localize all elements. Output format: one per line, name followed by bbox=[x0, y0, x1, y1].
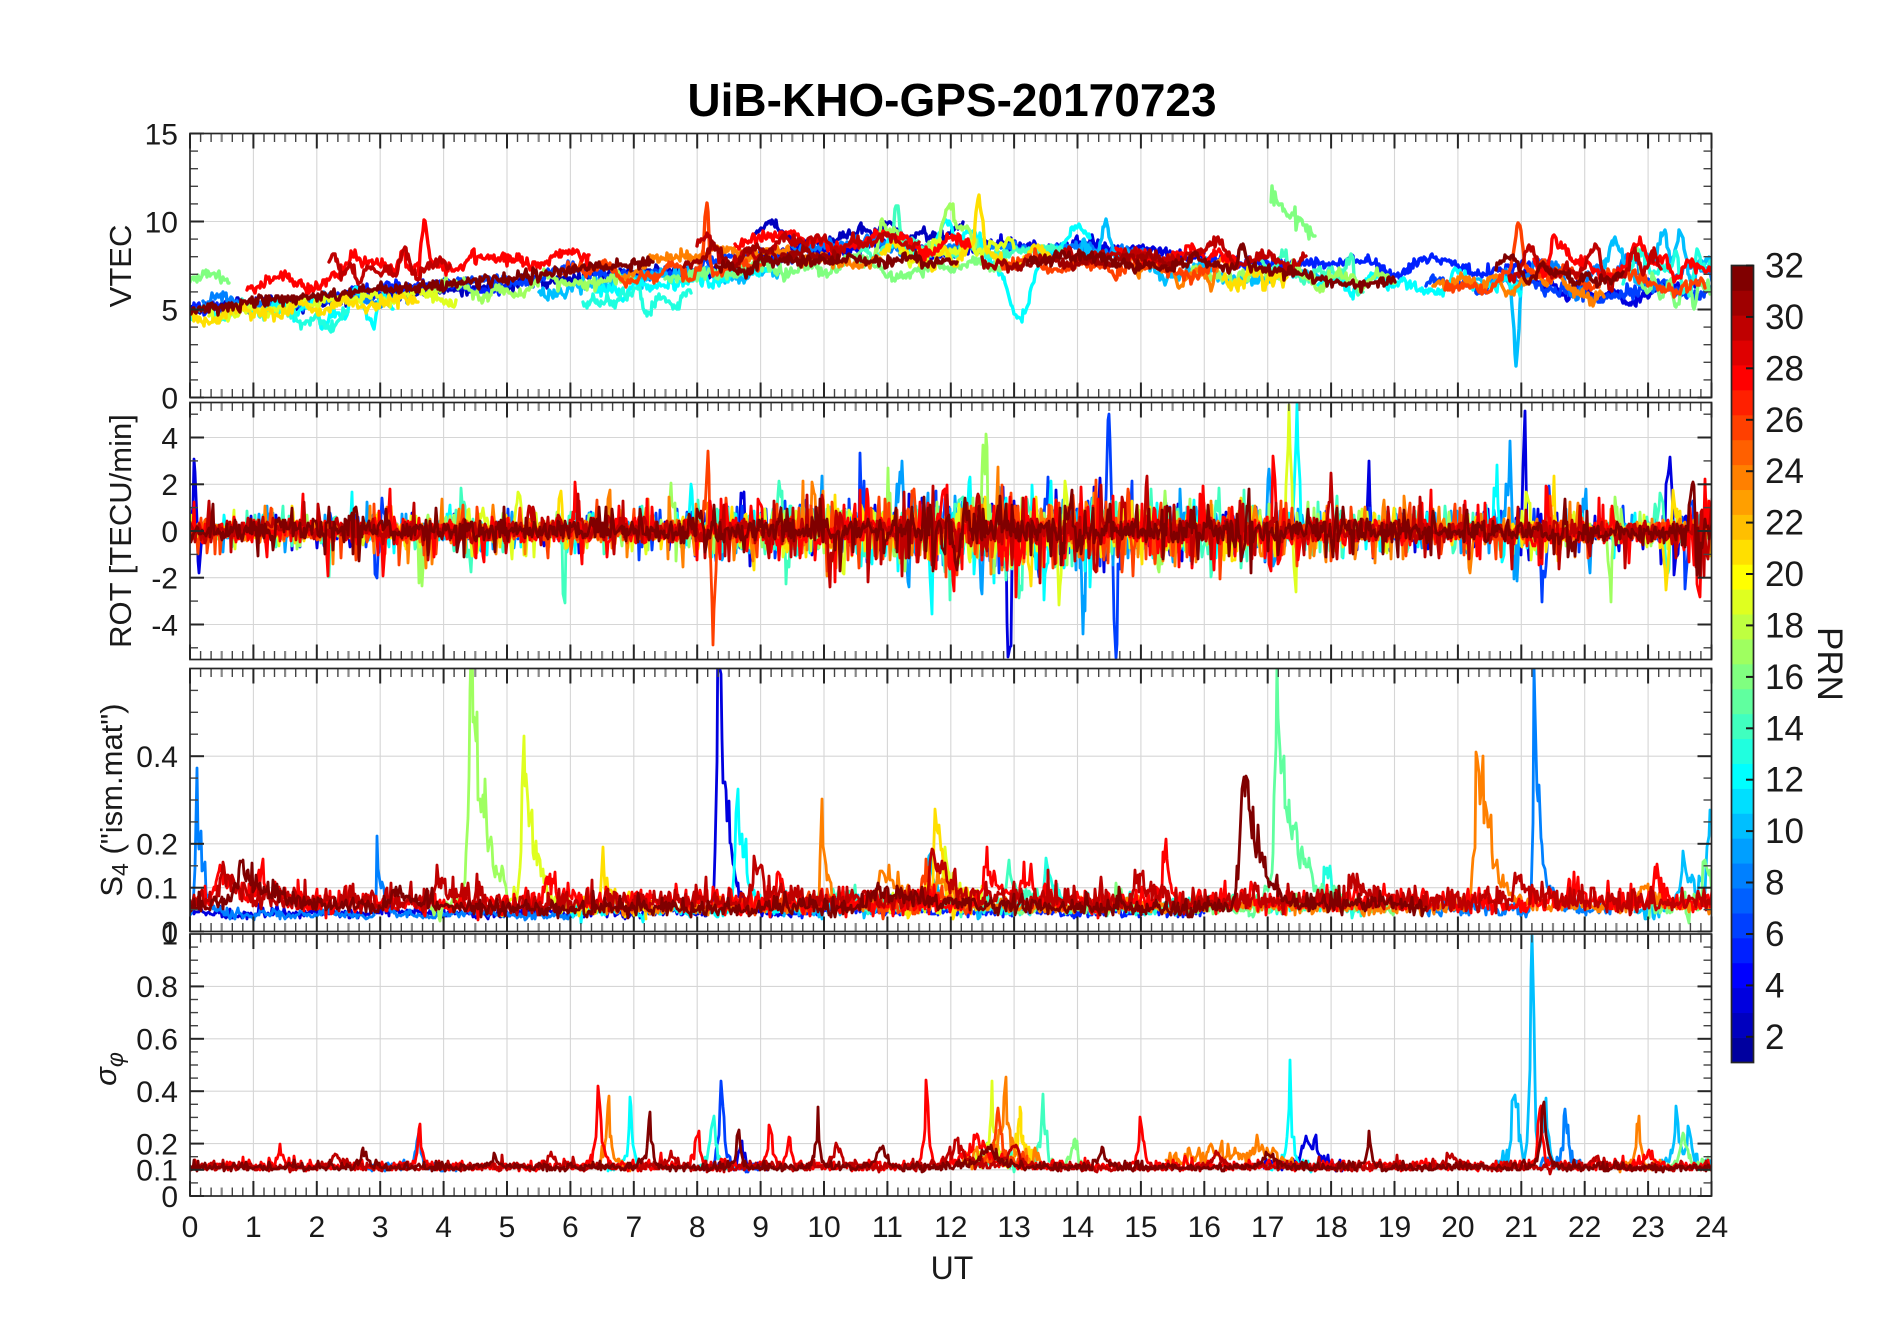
svg-text:-2: -2 bbox=[151, 563, 178, 596]
svg-text:2: 2 bbox=[308, 1211, 325, 1244]
svg-text:17: 17 bbox=[1251, 1211, 1284, 1244]
svg-text:-4: -4 bbox=[151, 609, 178, 642]
svg-text:10: 10 bbox=[807, 1211, 840, 1244]
svg-text:2: 2 bbox=[1765, 1018, 1784, 1057]
svg-text:6: 6 bbox=[1765, 915, 1784, 954]
svg-text:12: 12 bbox=[934, 1211, 967, 1244]
svg-text:1: 1 bbox=[161, 919, 178, 952]
svg-text:ROT [TECU/min]: ROT [TECU/min] bbox=[103, 414, 138, 648]
svg-text:32: 32 bbox=[1765, 247, 1804, 286]
svg-text:10: 10 bbox=[1765, 812, 1804, 851]
svg-text:12: 12 bbox=[1765, 761, 1804, 800]
svg-text:0: 0 bbox=[161, 382, 178, 415]
svg-text:0.4: 0.4 bbox=[136, 741, 178, 774]
svg-text:4: 4 bbox=[435, 1211, 452, 1244]
svg-text:PRN: PRN bbox=[1810, 627, 1849, 701]
svg-text:11: 11 bbox=[872, 1211, 903, 1244]
svg-text:0.2: 0.2 bbox=[136, 1128, 178, 1161]
svg-text:5: 5 bbox=[499, 1211, 516, 1244]
svg-text:22: 22 bbox=[1765, 504, 1804, 543]
svg-text:24: 24 bbox=[1765, 452, 1804, 491]
svg-text:10: 10 bbox=[145, 206, 178, 239]
svg-text:7: 7 bbox=[625, 1211, 642, 1244]
svg-text:9: 9 bbox=[752, 1211, 769, 1244]
svg-text:UiB-KHO-GPS-20170723: UiB-KHO-GPS-20170723 bbox=[687, 74, 1216, 126]
svg-text:0.1: 0.1 bbox=[136, 1155, 178, 1188]
svg-text:0: 0 bbox=[182, 1211, 199, 1244]
svg-text:21: 21 bbox=[1505, 1211, 1538, 1244]
svg-text:8: 8 bbox=[689, 1211, 706, 1244]
svg-text:24: 24 bbox=[1695, 1211, 1728, 1244]
svg-text:16: 16 bbox=[1188, 1211, 1221, 1244]
svg-text:4: 4 bbox=[1765, 966, 1784, 1005]
svg-text:0.8: 0.8 bbox=[136, 971, 178, 1004]
svg-text:0: 0 bbox=[161, 516, 178, 549]
svg-text:1: 1 bbox=[245, 1211, 262, 1244]
svg-text:0: 0 bbox=[161, 916, 178, 949]
svg-text:2: 2 bbox=[161, 469, 178, 502]
svg-text:18: 18 bbox=[1314, 1211, 1347, 1244]
svg-text:0.6: 0.6 bbox=[136, 1024, 178, 1057]
svg-text:4: 4 bbox=[161, 422, 178, 455]
svg-text:20: 20 bbox=[1441, 1211, 1474, 1244]
svg-text:14: 14 bbox=[1061, 1211, 1094, 1244]
svg-text:8: 8 bbox=[1765, 864, 1784, 903]
svg-text:15: 15 bbox=[1124, 1211, 1157, 1244]
svg-text:6: 6 bbox=[562, 1211, 579, 1244]
svg-text:20: 20 bbox=[1765, 555, 1804, 594]
svg-text:28: 28 bbox=[1765, 349, 1804, 388]
svg-text:22: 22 bbox=[1568, 1211, 1601, 1244]
svg-text:23: 23 bbox=[1631, 1211, 1664, 1244]
svg-text:18: 18 bbox=[1765, 606, 1804, 645]
svg-text:15: 15 bbox=[145, 118, 178, 151]
svg-text:16: 16 bbox=[1765, 658, 1804, 697]
svg-text:UT: UT bbox=[931, 1250, 974, 1286]
svg-text:5: 5 bbox=[161, 294, 178, 327]
svg-text:0.4: 0.4 bbox=[136, 1076, 178, 1109]
svg-text:0: 0 bbox=[161, 1181, 178, 1214]
svg-text:30: 30 bbox=[1765, 298, 1804, 337]
svg-text:3: 3 bbox=[372, 1211, 389, 1244]
svg-text:VTEC: VTEC bbox=[103, 225, 138, 308]
svg-text:0.1: 0.1 bbox=[136, 873, 178, 906]
svg-text:0.2: 0.2 bbox=[136, 829, 178, 862]
svg-text:13: 13 bbox=[997, 1211, 1030, 1244]
svg-text:14: 14 bbox=[1765, 709, 1804, 748]
svg-text:19: 19 bbox=[1378, 1211, 1411, 1244]
svg-text:26: 26 bbox=[1765, 401, 1804, 440]
